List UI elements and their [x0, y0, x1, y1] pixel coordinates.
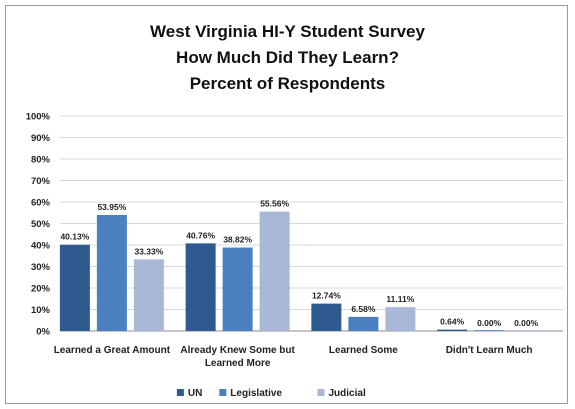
- data-label: 38.82%: [223, 235, 252, 245]
- data-label: 40.13%: [60, 232, 89, 242]
- chart-title-line-3: Percent of Respondents: [189, 74, 386, 93]
- x-category-label: Learned Some: [329, 345, 398, 356]
- data-label: 0.00%: [477, 318, 502, 328]
- y-tick-label: 90%: [31, 133, 51, 144]
- data-label: 53.95%: [97, 202, 126, 212]
- legend-swatch: [219, 389, 227, 396]
- legend-item-label: Legislative: [230, 388, 282, 399]
- y-tick-label: 60%: [31, 198, 51, 209]
- data-label: 0.64%: [440, 317, 465, 327]
- y-tick-label: 50%: [31, 219, 51, 230]
- bar-legislative: [348, 316, 379, 331]
- data-label: 12.74%: [312, 291, 341, 301]
- chart-title-line-1: West Virginia HI-Y Student Survey: [150, 22, 425, 41]
- y-tick-label: 0%: [36, 327, 50, 338]
- data-label: 11.11%: [386, 294, 414, 304]
- y-tick-label: 20%: [31, 284, 51, 295]
- x-category-label: Already Knew Some but: [180, 345, 295, 356]
- bar-judicial: [511, 330, 542, 331]
- chart-title-line-2: How Much Did They Learn?: [176, 48, 399, 67]
- bar-legislative: [474, 330, 505, 331]
- chart-frame: [5, 5, 568, 404]
- legend-swatch: [317, 389, 325, 396]
- bar-un: [59, 244, 90, 331]
- y-tick-label: 10%: [31, 305, 51, 316]
- bar-judicial: [385, 307, 416, 331]
- y-tick-label: 70%: [31, 176, 51, 187]
- x-category-label: Didn't Learn Much: [446, 345, 533, 356]
- bar-judicial: [133, 259, 164, 331]
- bar-un: [311, 303, 342, 331]
- bar-un: [185, 243, 216, 331]
- y-tick-label: 40%: [31, 241, 51, 252]
- data-label: 40.76%: [186, 230, 215, 240]
- legend-item-label: Judicial: [329, 388, 366, 399]
- legend-swatch: [176, 389, 184, 396]
- legend-item-label: UN: [188, 388, 202, 399]
- x-category-label: Learned a Great Amount: [54, 345, 171, 356]
- bar-legislative: [96, 215, 127, 331]
- bar-legislative: [222, 247, 253, 331]
- bar-judicial: [259, 211, 290, 331]
- bar-un: [437, 329, 468, 331]
- y-tick-label: 80%: [31, 155, 51, 166]
- data-label: 6.58%: [351, 304, 376, 314]
- x-category-label: Learned More: [205, 358, 271, 369]
- data-label: 33.33%: [134, 246, 163, 256]
- y-tick-label: 100%: [26, 112, 51, 123]
- data-label: 55.56%: [260, 199, 289, 209]
- y-tick-label: 30%: [31, 262, 51, 273]
- data-label: 0.00%: [514, 318, 539, 328]
